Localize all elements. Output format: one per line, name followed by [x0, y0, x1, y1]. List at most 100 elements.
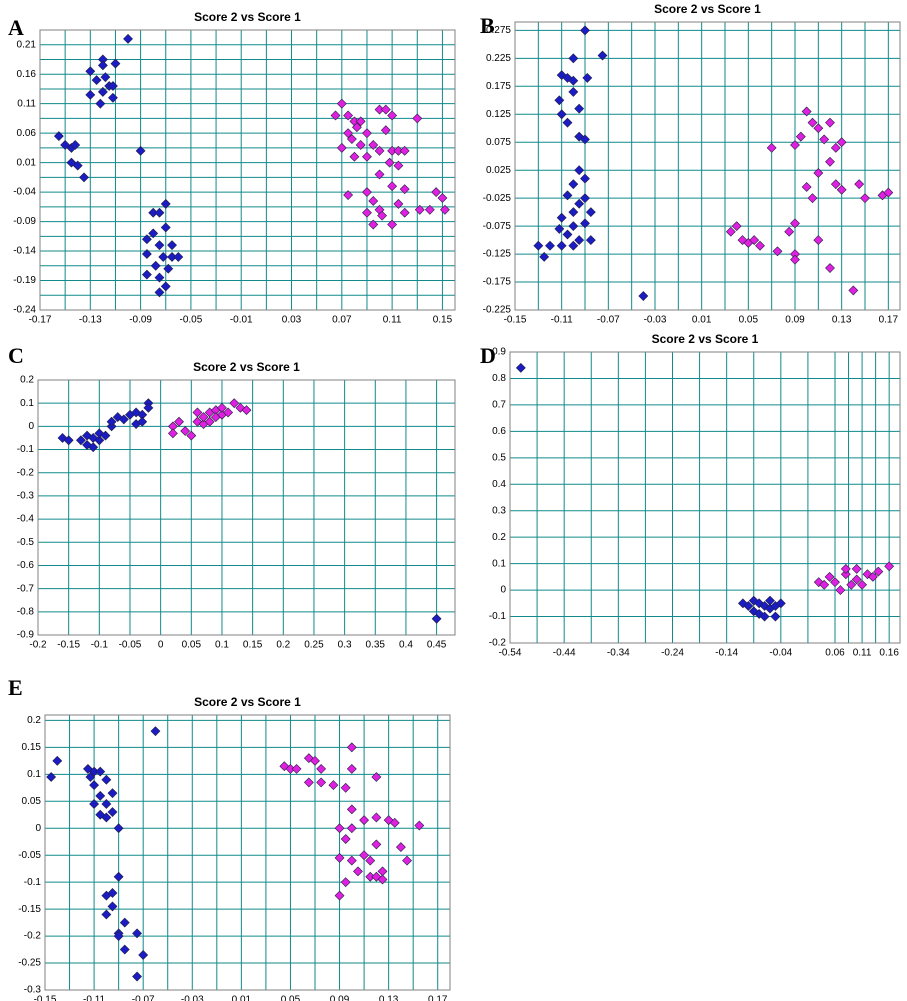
- y-tick-label: 0.21: [17, 39, 37, 50]
- point: [113, 871, 124, 882]
- point: [97, 86, 108, 97]
- point: [204, 416, 215, 427]
- point: [556, 240, 567, 251]
- point: [112, 412, 123, 423]
- point: [825, 263, 835, 273]
- point: [173, 252, 184, 262]
- point: [377, 874, 388, 885]
- point: [106, 416, 117, 427]
- point: [424, 204, 435, 215]
- point: [150, 726, 161, 737]
- point: [141, 249, 152, 259]
- point: [801, 182, 812, 192]
- point: [346, 763, 357, 774]
- point: [303, 777, 314, 788]
- y-tick-label: 0.075: [486, 137, 511, 148]
- point: [580, 218, 590, 229]
- y-tick-label: 0.11: [17, 98, 36, 109]
- point: [574, 103, 585, 114]
- point: [89, 799, 100, 809]
- point: [91, 75, 102, 86]
- point: [355, 116, 366, 127]
- point: [830, 142, 841, 153]
- point: [346, 742, 357, 753]
- y-tick-label: -0.19: [13, 275, 36, 286]
- point: [725, 226, 736, 237]
- x-tick-label: 0.11: [853, 648, 872, 659]
- x-tick-label: -0.54: [499, 648, 522, 659]
- plot-area: [509, 351, 901, 644]
- y-tick-label: 0.3: [492, 505, 506, 516]
- point: [857, 579, 868, 590]
- y-tick-label: 0.2: [492, 532, 506, 543]
- x-tick-label: 0.05: [182, 640, 202, 651]
- x-tick-label: 0.09: [785, 315, 805, 326]
- y-tick-label: 0.9: [492, 347, 506, 358]
- x-tick-label: 0.05: [739, 315, 759, 326]
- y-tick-label: 0.06: [17, 128, 37, 139]
- point: [362, 187, 372, 198]
- point: [562, 229, 573, 240]
- point: [368, 196, 379, 206]
- y-tick-label: -0.7: [17, 583, 35, 594]
- point: [399, 184, 410, 195]
- point: [119, 944, 130, 955]
- point: [562, 190, 573, 201]
- y-tick-label: -0.05: [18, 850, 41, 861]
- point: [393, 160, 404, 171]
- point: [585, 235, 596, 246]
- y-tick-label: -0.6: [17, 560, 35, 571]
- point: [95, 98, 106, 109]
- point: [340, 834, 351, 844]
- point: [737, 598, 748, 609]
- y-tick-label: -0.04: [13, 187, 36, 198]
- x-tick-label: 0.17: [879, 315, 899, 326]
- point: [374, 169, 385, 180]
- point: [163, 263, 174, 274]
- point: [568, 53, 579, 64]
- y-tick-label: 0.125: [486, 109, 511, 120]
- point: [402, 855, 412, 866]
- point: [824, 571, 835, 582]
- point: [836, 184, 847, 195]
- point: [371, 772, 382, 782]
- point: [813, 123, 824, 134]
- point: [160, 198, 171, 209]
- point: [813, 577, 824, 588]
- point: [556, 212, 567, 223]
- point: [107, 788, 118, 799]
- point: [174, 416, 184, 427]
- y-tick-label: 0.6: [492, 426, 506, 437]
- x-tick-label: 0.13: [832, 315, 852, 326]
- x-tick-label: 0.09: [330, 995, 350, 1001]
- x-tick-label: 0.17: [428, 995, 448, 1001]
- point: [83, 763, 93, 774]
- point: [229, 398, 240, 409]
- point: [825, 117, 835, 128]
- point: [328, 780, 339, 791]
- panel-letter: C: [8, 343, 24, 368]
- point: [440, 204, 450, 215]
- point: [574, 165, 585, 176]
- point: [574, 198, 585, 209]
- point: [556, 70, 567, 81]
- y-tick-label: 0.1: [27, 769, 41, 780]
- panel-letter: B: [480, 13, 495, 38]
- point: [775, 598, 786, 609]
- point: [368, 219, 379, 230]
- x-tick-label: -0.07: [132, 995, 155, 1001]
- x-tick-label: 0.13: [379, 995, 399, 1001]
- panel-letter: D: [480, 343, 496, 368]
- y-tick-label: 0: [28, 421, 34, 432]
- point: [884, 561, 895, 572]
- point: [431, 613, 442, 624]
- point: [568, 179, 579, 190]
- point: [825, 156, 835, 167]
- point: [399, 207, 410, 218]
- point: [88, 442, 99, 453]
- y-tick-label: -0.1: [17, 444, 35, 455]
- point: [790, 218, 800, 229]
- point: [119, 917, 130, 928]
- y-tick-label: 0.7: [492, 400, 506, 411]
